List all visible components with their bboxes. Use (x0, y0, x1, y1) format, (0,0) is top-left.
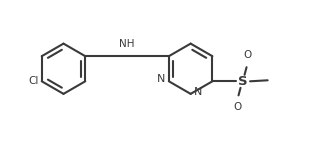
Text: Cl: Cl (28, 76, 39, 86)
Text: O: O (243, 50, 252, 60)
Text: N: N (157, 74, 165, 84)
Text: NH: NH (119, 39, 135, 49)
Text: N: N (194, 87, 202, 97)
Text: S: S (238, 75, 247, 88)
Text: O: O (234, 102, 242, 112)
